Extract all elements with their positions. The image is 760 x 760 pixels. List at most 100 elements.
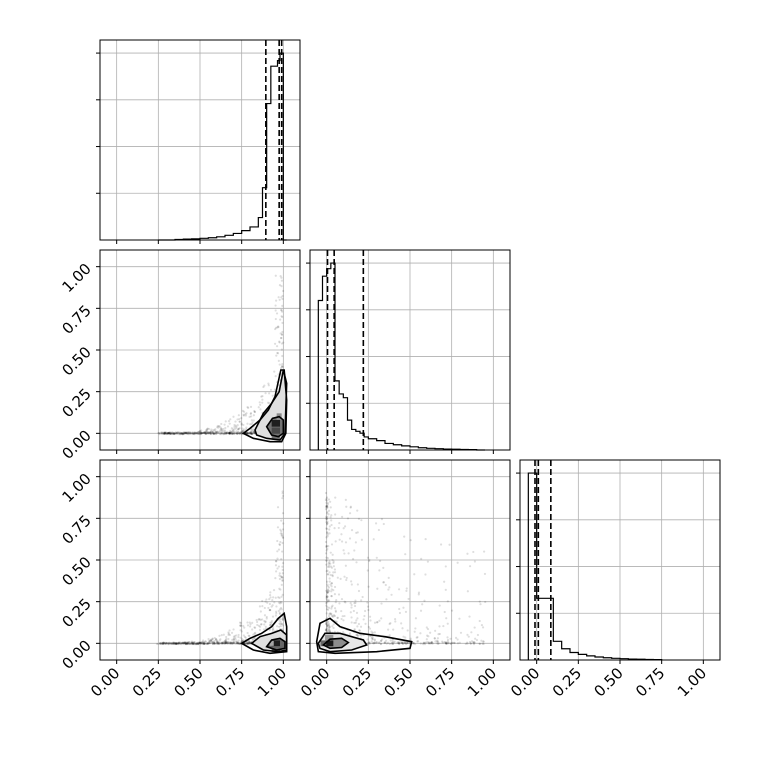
sample-point [191, 641, 194, 645]
sample-point [202, 641, 206, 645]
sample-point [264, 600, 267, 603]
sample-point [264, 621, 267, 624]
sample-point [325, 523, 329, 526]
sample-point [177, 433, 180, 436]
sample-point [215, 431, 218, 434]
sample-point [186, 431, 189, 434]
sample-point [325, 545, 328, 548]
sample-point [281, 578, 284, 582]
sample-point [197, 642, 200, 646]
sample-point [206, 427, 209, 430]
sample-point [379, 642, 382, 645]
sample-point [252, 429, 255, 432]
sample-point [172, 642, 175, 645]
sample-point [252, 419, 255, 422]
sample-point [268, 392, 271, 395]
sample-point [219, 431, 223, 435]
sample-point [444, 588, 447, 591]
sample-point [230, 432, 234, 435]
sample-point [248, 634, 251, 638]
sample-point [275, 299, 278, 302]
sample-point [163, 432, 166, 436]
sample-point [251, 432, 254, 435]
sample-point [327, 562, 330, 565]
sample-point [327, 629, 330, 632]
sample-point [325, 512, 329, 515]
sample-point [164, 642, 167, 645]
sample-point [227, 632, 231, 635]
sample-point [176, 642, 179, 645]
sample-point [196, 432, 199, 435]
sample-point [237, 430, 240, 434]
sample-point [464, 642, 467, 645]
sample-point [268, 608, 271, 612]
sample-point [325, 629, 329, 632]
sample-point [364, 622, 367, 625]
sample-point [419, 642, 422, 645]
scatter-2-density-cell-2 [325, 635, 334, 640]
sample-point [168, 433, 171, 436]
sample-point [263, 619, 266, 623]
sample-point [467, 635, 470, 638]
sample-point [199, 641, 202, 644]
sample-point [439, 543, 443, 546]
sample-point [224, 432, 228, 435]
sample-point [331, 615, 334, 618]
sample-point [350, 583, 353, 586]
sample-point [193, 433, 196, 436]
sample-point [333, 614, 337, 618]
sample-point [242, 429, 245, 433]
sample-point [332, 565, 335, 568]
sample-point [194, 431, 197, 434]
sample-point [199, 642, 202, 645]
sample-point [278, 611, 281, 614]
sample-point [221, 642, 224, 645]
sample-point [232, 415, 235, 418]
sample-point [183, 431, 186, 435]
sample-point [445, 642, 449, 645]
sample-point [250, 431, 254, 435]
sample-point [473, 641, 476, 644]
sample-point [325, 527, 329, 530]
sample-point [411, 642, 414, 645]
sample-point [177, 642, 180, 645]
sample-point [438, 632, 441, 636]
sample-point [404, 553, 407, 556]
sample-point [223, 640, 226, 643]
sample-point [325, 545, 328, 549]
sample-point [330, 614, 334, 617]
sample-point [228, 432, 231, 435]
sample-point [224, 641, 228, 644]
sample-point [225, 432, 229, 435]
sample-point [276, 526, 280, 529]
sample-point [228, 431, 231, 435]
sample-point [175, 431, 179, 434]
sample-point [279, 318, 282, 321]
sample-point [401, 627, 404, 630]
sample-point [163, 432, 166, 435]
sample-point [423, 643, 427, 646]
sample-point [269, 621, 272, 624]
sample-point [328, 626, 331, 629]
sample-point [228, 633, 231, 637]
sample-point [198, 430, 201, 434]
sample-point [223, 429, 227, 432]
sample-point [280, 309, 283, 312]
sample-point [196, 642, 199, 645]
xtick-label-col0-3: 0.75 [212, 664, 248, 700]
sample-point [221, 641, 224, 644]
sample-point [197, 642, 200, 645]
sample-point [353, 602, 356, 605]
sample-point [267, 384, 270, 387]
sample-point [278, 543, 282, 546]
sample-point [281, 576, 284, 579]
sample-point [179, 431, 182, 435]
sample-point [214, 432, 217, 436]
sample-point [184, 642, 187, 645]
sample-point [368, 642, 371, 645]
scatter-2-density-cell-0 [325, 640, 334, 647]
sample-point [438, 604, 441, 607]
sample-point [204, 432, 207, 436]
scatter-panel-1 [96, 459, 301, 664]
sample-point [425, 638, 428, 641]
